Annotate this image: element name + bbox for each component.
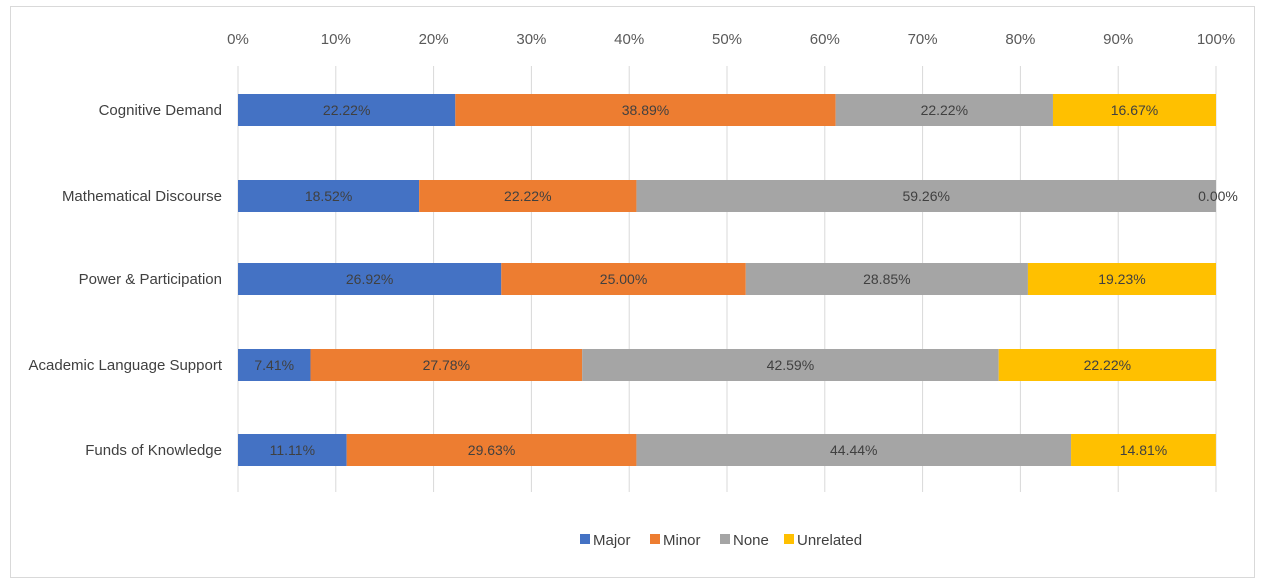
x-tick-label: 50%	[712, 31, 742, 48]
legend-swatch-minor	[650, 534, 660, 544]
data-label: 44.44%	[830, 442, 877, 458]
x-tick-label: 10%	[321, 31, 351, 48]
y-axis-categories: Cognitive Demand Mathematical Discourse Po…	[29, 102, 223, 459]
data-label: 14.81%	[1120, 442, 1167, 458]
data-label: 26.92%	[346, 271, 393, 287]
x-tick-label: 30%	[516, 31, 546, 48]
x-tick-label: 90%	[1103, 31, 1133, 48]
category-label: Cognitive Demand	[99, 102, 222, 119]
bar-unrelated	[1027, 263, 1216, 295]
bar-major	[238, 434, 347, 466]
data-label: 25.00%	[600, 271, 647, 287]
bar-none	[636, 434, 1072, 466]
bar-major	[238, 180, 420, 212]
data-label: 42.59%	[767, 357, 814, 373]
data-label: 29.63%	[468, 442, 515, 458]
data-label: 22.22%	[504, 188, 551, 204]
category-label: Funds of Knowledge	[85, 442, 222, 459]
bar-major	[238, 263, 502, 295]
data-label: 22.22%	[921, 102, 968, 118]
legend: Major Minor None Unrelated	[580, 532, 862, 549]
legend-swatch-none	[720, 534, 730, 544]
x-tick-label: 0%	[227, 31, 249, 48]
bars	[238, 94, 1216, 466]
bar-none	[636, 180, 1216, 212]
data-labels: 22.22% 38.89% 22.22% 16.67% 18.52% 22.22% 59.2…	[254, 102, 1237, 458]
legend-label: Unrelated	[797, 532, 862, 549]
bar-unrelated	[1052, 94, 1216, 126]
bar-none	[582, 349, 999, 381]
legend-label: None	[733, 532, 769, 549]
data-label: 22.22%	[1084, 357, 1131, 373]
data-label: 59.26%	[902, 188, 949, 204]
category-label: Academic Language Support	[29, 357, 223, 374]
data-label: 11.11%	[270, 442, 315, 458]
bar-none	[835, 94, 1053, 126]
data-label: 7.41%	[254, 357, 294, 373]
legend-label: Minor	[663, 532, 701, 549]
bar-minor	[419, 180, 637, 212]
x-axis-ticks: 0% 10% 20% 30% 40% 50% 60% 70% 80% 90% 100%	[227, 31, 1235, 48]
bar-none	[745, 263, 1028, 295]
bar-minor	[346, 434, 637, 466]
data-label: 28.85%	[863, 271, 910, 287]
data-label: 19.23%	[1098, 271, 1145, 287]
x-tick-label: 20%	[419, 31, 449, 48]
data-label: 38.89%	[622, 102, 669, 118]
category-label: Mathematical Discourse	[62, 188, 222, 205]
data-label: 27.78%	[423, 357, 470, 373]
x-tick-label: 60%	[810, 31, 840, 48]
data-label: 0.00%	[1198, 188, 1238, 204]
data-label: 18.52%	[305, 188, 352, 204]
bar-unrelated	[998, 349, 1216, 381]
legend-label: Major	[593, 532, 631, 549]
x-tick-label: 80%	[1005, 31, 1035, 48]
data-label: 16.67%	[1111, 102, 1158, 118]
legend-swatch-major	[580, 534, 590, 544]
x-tick-label: 70%	[908, 31, 938, 48]
category-label: Power & Participation	[79, 271, 222, 288]
bar-minor	[310, 349, 583, 381]
bar-minor	[455, 94, 836, 126]
bar-major	[238, 349, 311, 381]
bar-unrelated	[1071, 434, 1216, 466]
bar-minor	[501, 263, 746, 295]
legend-swatch-unrelated	[784, 534, 794, 544]
x-tick-label: 100%	[1197, 31, 1235, 48]
x-tick-label: 40%	[614, 31, 644, 48]
data-label: 22.22%	[323, 102, 370, 118]
bar-major	[238, 94, 456, 126]
